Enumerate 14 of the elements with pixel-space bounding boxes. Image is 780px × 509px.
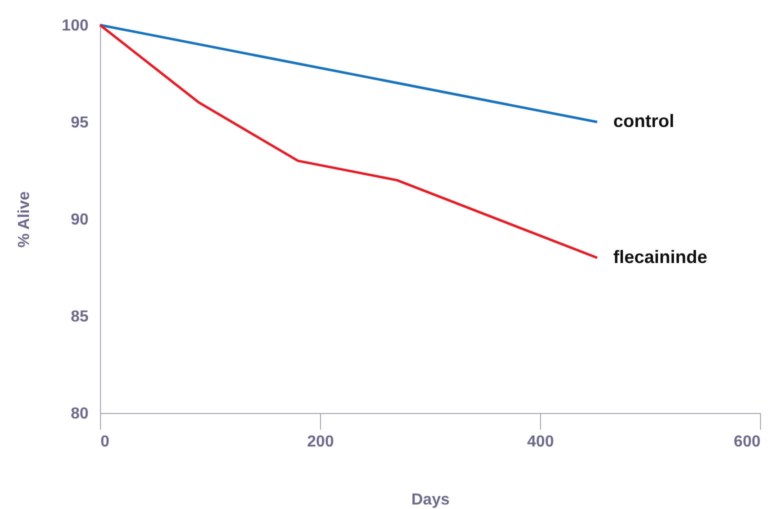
line-series: [98, 24, 598, 260]
x-axis-title: Days: [411, 492, 450, 508]
y-tick-label: 100: [62, 18, 89, 34]
y-axis-title: % Alive: [16, 191, 33, 248]
y-tick-label: 90: [70, 212, 89, 228]
x-tick-label: 200: [307, 434, 334, 450]
x-tick-label: 400: [527, 434, 554, 450]
series-label: control: [613, 111, 674, 131]
y-tick-label: 95: [70, 114, 89, 132]
x-tick-label: 600: [734, 434, 761, 450]
y-tick-label: 85: [70, 308, 89, 326]
x-tick-label: 0: [100, 434, 110, 450]
y-tick-label: 80: [70, 406, 89, 422]
series-label: flecaininde: [613, 246, 708, 267]
